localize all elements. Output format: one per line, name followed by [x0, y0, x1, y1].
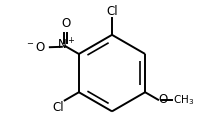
- Text: $\mathregular{^-O}$: $\mathregular{^-O}$: [25, 41, 46, 54]
- Text: O: O: [61, 17, 70, 30]
- Text: $\mathregular{CH_3}$: $\mathregular{CH_3}$: [173, 93, 194, 107]
- Text: $\mathregular{N^+}$: $\mathregular{N^+}$: [57, 38, 76, 53]
- Text: Cl: Cl: [52, 101, 64, 114]
- Text: O: O: [159, 93, 168, 106]
- Text: Cl: Cl: [106, 5, 118, 18]
